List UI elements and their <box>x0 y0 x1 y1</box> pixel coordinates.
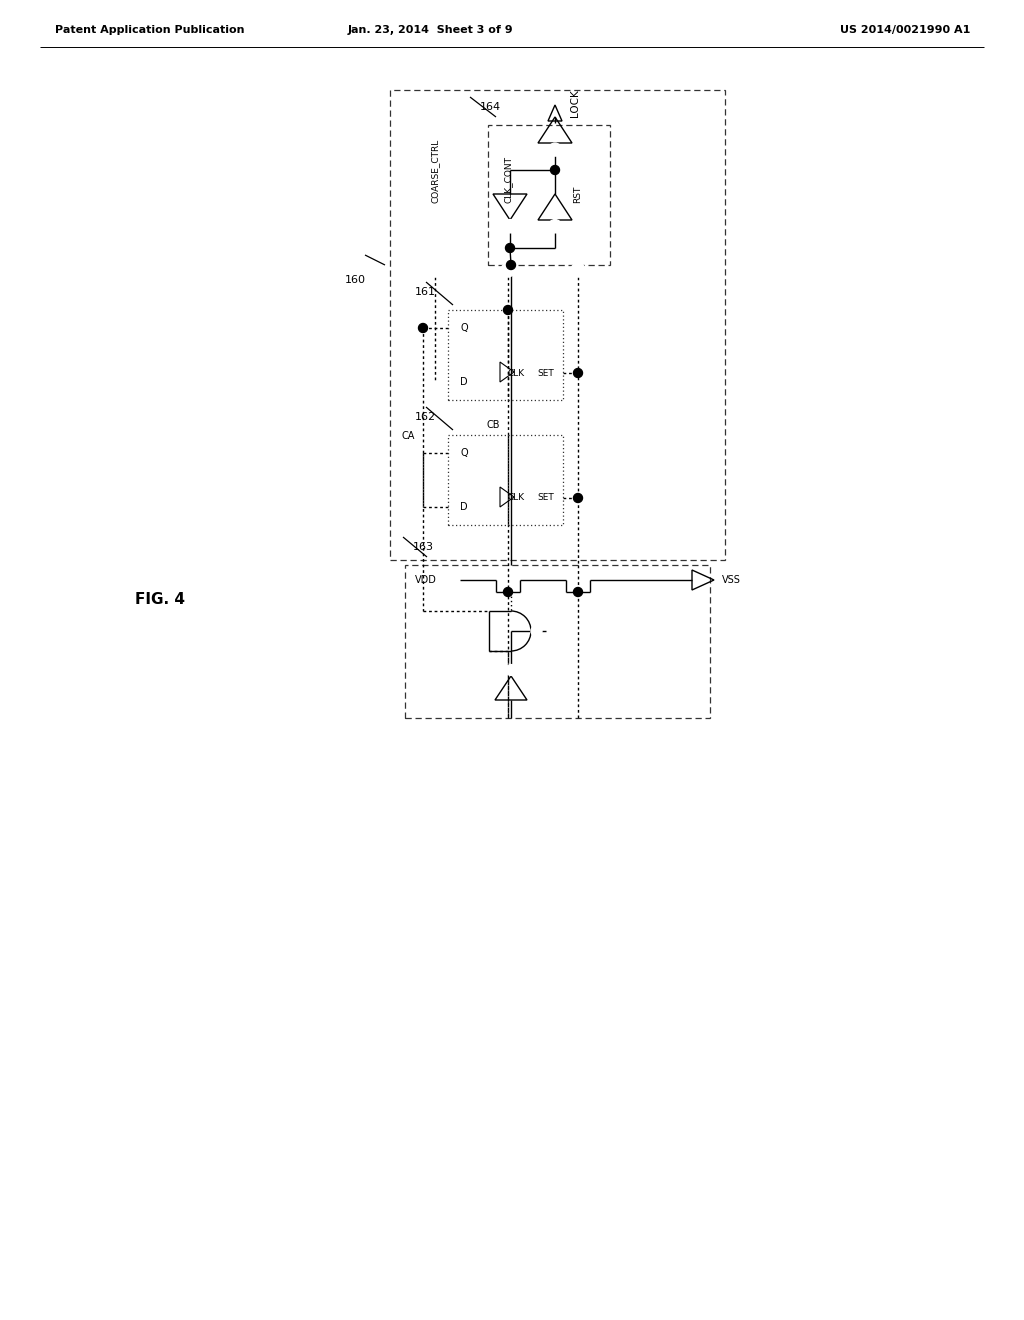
Text: SET: SET <box>538 494 554 503</box>
Text: US 2014/0021990 A1: US 2014/0021990 A1 <box>840 25 970 36</box>
Bar <box>390 90 725 560</box>
Circle shape <box>573 494 583 503</box>
Text: 162: 162 <box>415 412 436 422</box>
Circle shape <box>549 143 561 156</box>
Circle shape <box>551 165 559 174</box>
Circle shape <box>504 219 516 232</box>
Bar <box>406 565 710 718</box>
Text: COARSE_CTRL: COARSE_CTRL <box>430 139 439 203</box>
Bar <box>449 436 563 525</box>
Text: CA: CA <box>401 432 415 441</box>
Text: CB: CB <box>486 420 500 430</box>
Text: Jan. 23, 2014  Sheet 3 of 9: Jan. 23, 2014 Sheet 3 of 9 <box>347 25 513 36</box>
Circle shape <box>573 587 583 597</box>
Circle shape <box>573 368 583 378</box>
Text: VDD: VDD <box>415 576 437 585</box>
Circle shape <box>506 664 516 676</box>
Text: CLK_CONT: CLK_CONT <box>504 156 512 203</box>
Text: FIG. 4: FIG. 4 <box>135 593 185 607</box>
Text: 163: 163 <box>413 543 434 552</box>
Text: CLK: CLK <box>508 368 524 378</box>
Circle shape <box>549 219 561 232</box>
Bar <box>488 125 610 265</box>
Circle shape <box>571 263 585 277</box>
Circle shape <box>419 323 427 333</box>
Text: Patent Application Publication: Patent Application Publication <box>55 25 245 36</box>
Text: D: D <box>460 378 468 387</box>
Text: 164: 164 <box>480 102 501 112</box>
Circle shape <box>531 626 542 636</box>
Bar <box>449 310 563 400</box>
Text: 161: 161 <box>415 286 436 297</box>
Circle shape <box>507 260 515 269</box>
Text: 160: 160 <box>344 275 366 285</box>
Text: Q: Q <box>460 447 468 458</box>
Circle shape <box>504 305 512 314</box>
Text: D: D <box>460 502 468 512</box>
Text: Q: Q <box>460 323 468 333</box>
Circle shape <box>506 243 514 252</box>
Circle shape <box>501 263 515 277</box>
Text: RST: RST <box>573 186 583 203</box>
Text: SET: SET <box>538 368 554 378</box>
Circle shape <box>504 587 512 597</box>
Text: LOCK: LOCK <box>570 90 580 117</box>
Text: VSS: VSS <box>722 576 741 585</box>
Text: CLK: CLK <box>508 494 524 503</box>
Circle shape <box>428 263 442 277</box>
